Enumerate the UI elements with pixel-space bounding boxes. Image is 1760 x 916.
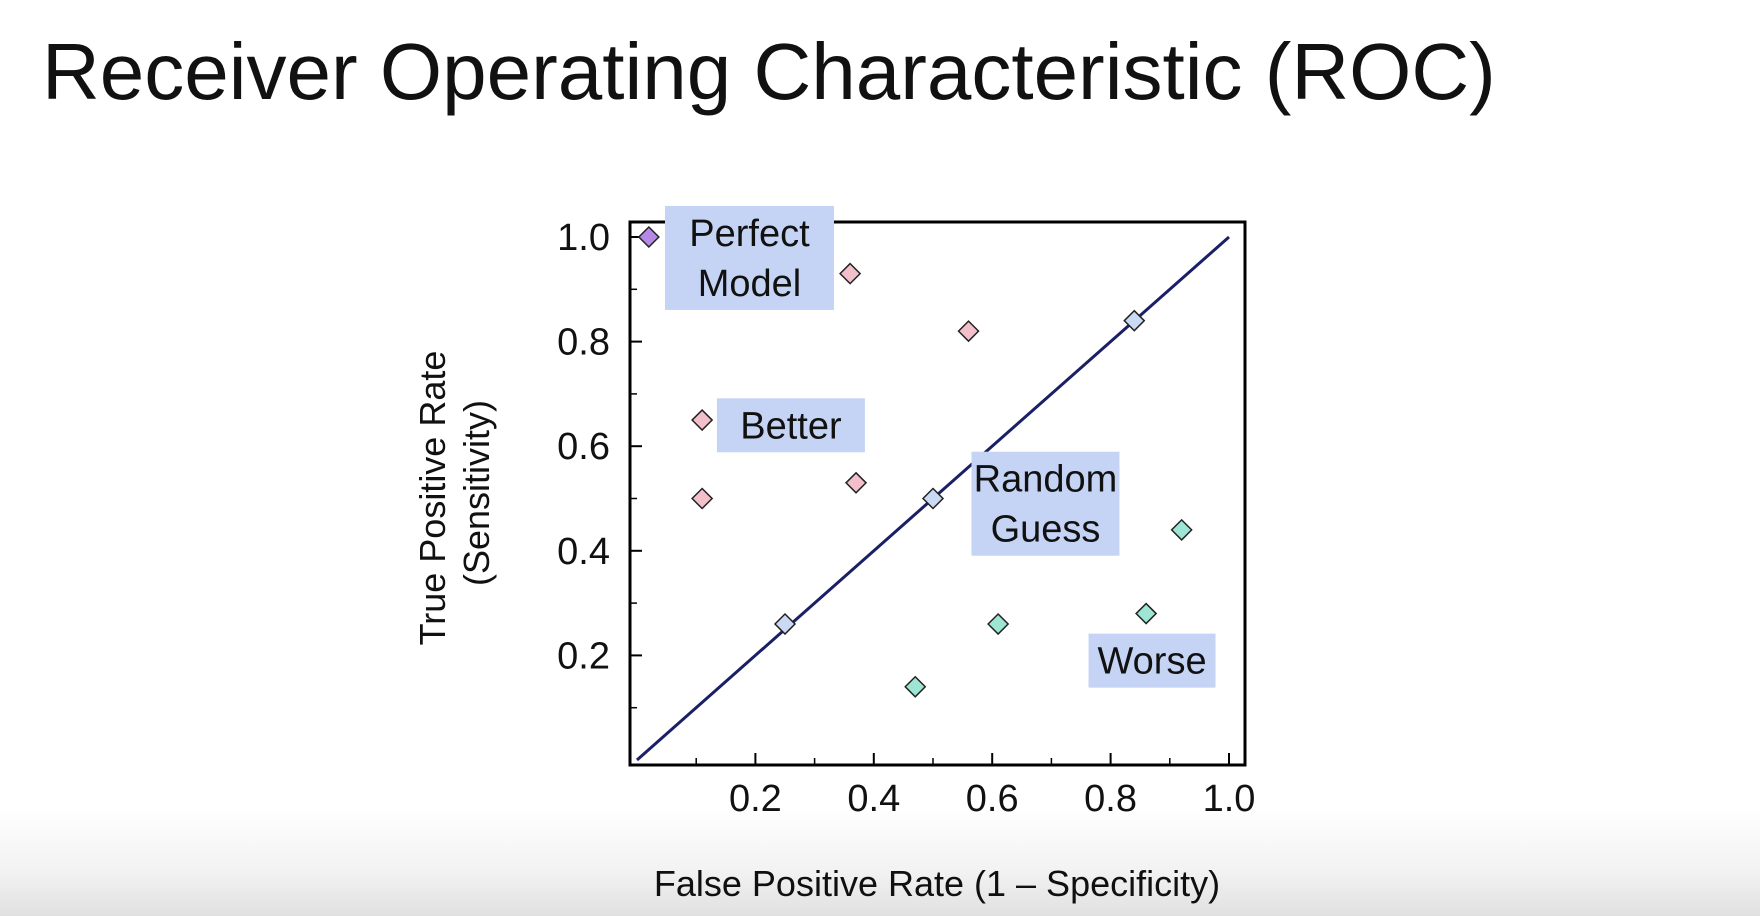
x-axis: 0.2 0.4 0.6 0.8 1.0 — [696, 753, 1255, 820]
x-axis-title: False Positive Rate (1 – Specificity) — [654, 863, 1220, 904]
x-tick-label: 0.8 — [1084, 778, 1137, 820]
annotation-text: Model — [698, 263, 802, 305]
point-better — [692, 489, 712, 509]
annotation-text: Perfect — [689, 213, 810, 255]
point-worse — [988, 614, 1008, 634]
point-better — [846, 473, 866, 493]
x-tick-label: 0.6 — [966, 778, 1019, 820]
annotation-perfect-model: Perfect Model — [665, 206, 834, 310]
annotation-text: Worse — [1097, 641, 1206, 683]
point-worse — [905, 677, 925, 697]
point-random — [775, 614, 795, 634]
y-axis-title-line-2: (Sensitivity) — [456, 400, 497, 586]
annotation-better: Better — [717, 398, 865, 452]
y-tick-label: 0.8 — [557, 322, 610, 364]
x-tick-label: 1.0 — [1203, 778, 1256, 820]
annotation-text: Guess — [991, 509, 1101, 551]
x-tick-label: 0.2 — [729, 778, 782, 820]
annotations: Perfect Model Better Random Guess Worse — [665, 206, 1216, 688]
annotation-text: Better — [740, 405, 842, 447]
point-better — [959, 321, 979, 341]
x-tick-label: 0.4 — [847, 778, 900, 820]
annotation-random-guess: Random Guess — [971, 452, 1119, 556]
point-worse — [1136, 604, 1156, 624]
y-tick-label: 1.0 — [557, 217, 610, 259]
y-tick-label: 0.2 — [557, 635, 610, 677]
annotation-worse: Worse — [1089, 634, 1216, 688]
point-better — [692, 410, 712, 430]
y-tick-label: 0.6 — [557, 426, 610, 468]
y-axis-title: True Positive Rate (Sensitivity) — [412, 341, 497, 646]
point-better — [840, 264, 860, 284]
point-perfect — [639, 227, 659, 247]
annotation-text: Random — [974, 459, 1118, 501]
y-tick-label: 0.4 — [557, 531, 610, 573]
point-worse — [1172, 520, 1192, 540]
y-axis-title-line-1: True Positive Rate — [412, 351, 453, 646]
